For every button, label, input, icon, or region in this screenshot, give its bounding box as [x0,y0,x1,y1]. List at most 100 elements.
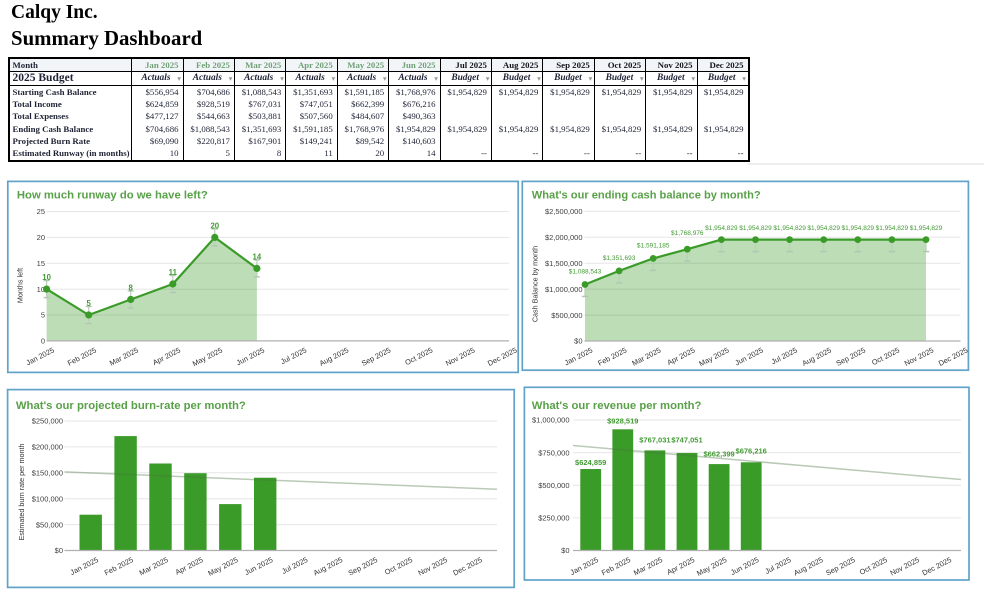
svg-text:25: 25 [37,207,45,216]
svg-text:$928,519: $928,519 [607,417,638,426]
svg-text:$750,000: $750,000 [538,448,569,457]
svg-text:Feb 2025: Feb 2025 [596,346,628,368]
svg-text:$1,954,829: $1,954,829 [876,225,909,232]
svg-text:Mar 2025: Mar 2025 [630,346,662,368]
svg-text:Mar 2025: Mar 2025 [108,345,140,367]
svg-text:$662,399: $662,399 [703,450,734,459]
svg-text:$1,000,000: $1,000,000 [545,285,583,294]
svg-text:Feb 2025: Feb 2025 [600,555,632,577]
svg-text:$1,768,976: $1,768,976 [671,230,704,237]
svg-text:Feb 2025: Feb 2025 [66,345,98,367]
svg-text:What's our projected burn-rate: What's our projected burn-rate per month… [16,400,246,412]
svg-text:Apr 2025: Apr 2025 [151,345,182,367]
svg-text:$0: $0 [561,546,569,555]
svg-text:$1,088,543: $1,088,543 [569,268,602,275]
svg-text:0: 0 [41,337,45,346]
svg-text:10: 10 [37,285,45,294]
svg-text:Dec 2025: Dec 2025 [921,555,953,577]
svg-text:Jun 2025: Jun 2025 [733,346,764,368]
svg-text:Mar 2025: Mar 2025 [138,555,170,577]
svg-text:Jul 2025: Jul 2025 [770,346,799,367]
svg-text:$200,000: $200,000 [32,443,63,452]
svg-text:Sep 2025: Sep 2025 [347,555,379,577]
svg-text:Apr 2025: Apr 2025 [665,555,696,577]
svg-text:Oct 2025: Oct 2025 [383,555,414,577]
svg-text:Apr 2025: Apr 2025 [174,555,205,577]
svg-text:Jan 2025: Jan 2025 [569,555,600,577]
svg-text:$2,500,000: $2,500,000 [545,207,583,216]
svg-text:$1,500,000: $1,500,000 [545,259,583,268]
svg-text:$1,954,829: $1,954,829 [739,225,772,232]
svg-text:Nov 2025: Nov 2025 [417,555,449,577]
svg-text:$1,351,693: $1,351,693 [603,255,636,262]
svg-text:Estimated burn rate per month: Estimated burn rate per month [17,443,26,540]
svg-text:$767,031: $767,031 [639,436,670,445]
svg-text:$500,000: $500,000 [551,311,582,320]
svg-text:May 2025: May 2025 [191,345,224,368]
svg-text:May 2025: May 2025 [697,346,730,369]
svg-text:20: 20 [210,221,219,230]
svg-text:May 2025: May 2025 [206,555,239,578]
svg-text:$2,000,000: $2,000,000 [545,233,583,242]
svg-text:$624,859: $624,859 [575,458,606,467]
svg-text:$1,000,000: $1,000,000 [532,416,570,425]
svg-text:Oct 2025: Oct 2025 [870,346,901,368]
svg-text:Aug 2025: Aug 2025 [318,345,350,367]
svg-text:$1,954,829: $1,954,829 [705,225,738,232]
svg-text:Jun 2025: Jun 2025 [243,555,274,577]
svg-text:Feb 2025: Feb 2025 [103,555,135,577]
svg-text:10: 10 [42,273,51,282]
svg-text:Nov 2025: Nov 2025 [903,346,935,368]
svg-text:Dec 2025: Dec 2025 [486,345,518,367]
svg-text:What's our revenue per month?: What's our revenue per month? [532,400,702,412]
svg-text:$1,954,829: $1,954,829 [773,225,806,232]
svg-text:Jan 2025: Jan 2025 [69,555,100,577]
svg-text:$747,051: $747,051 [671,436,702,445]
svg-text:Jul 2025: Jul 2025 [279,345,308,366]
svg-text:Aug 2025: Aug 2025 [792,555,824,577]
svg-text:Jun 2025: Jun 2025 [235,345,266,367]
svg-text:20: 20 [37,233,45,242]
svg-text:Aug 2025: Aug 2025 [312,555,344,577]
svg-text:$1,954,829: $1,954,829 [807,225,840,232]
svg-text:Jan 2025: Jan 2025 [563,346,594,368]
svg-text:May 2025: May 2025 [695,555,728,578]
svg-text:Oct 2025: Oct 2025 [858,555,889,577]
svg-text:$100,000: $100,000 [32,494,63,503]
svg-text:14: 14 [253,252,262,261]
svg-text:5: 5 [41,311,45,320]
svg-text:$1,954,829: $1,954,829 [842,225,875,232]
svg-text:What's our ending cash balance: What's our ending cash balance by month? [532,190,761,202]
svg-text:$150,000: $150,000 [32,469,63,478]
svg-text:$250,000: $250,000 [538,514,569,523]
svg-text:Oct 2025: Oct 2025 [403,345,434,367]
svg-text:11: 11 [169,268,178,277]
svg-text:Jan 2025: Jan 2025 [25,345,56,367]
svg-text:Nov 2025: Nov 2025 [889,555,921,577]
svg-text:$0: $0 [574,337,582,346]
svg-text:Dec 2025: Dec 2025 [451,555,483,577]
svg-text:Apr 2025: Apr 2025 [666,346,697,368]
svg-text:Months left: Months left [16,268,25,303]
svg-text:8: 8 [129,284,134,293]
svg-text:Mar 2025: Mar 2025 [632,555,664,577]
svg-text:Cash Balance by month: Cash Balance by month [531,246,540,322]
svg-text:15: 15 [37,259,45,268]
svg-text:Sep 2025: Sep 2025 [835,346,867,368]
svg-text:$500,000: $500,000 [538,481,569,490]
svg-text:Jun 2025: Jun 2025 [729,555,760,577]
svg-text:Jul 2025: Jul 2025 [763,555,792,576]
svg-text:How much runway do we have lef: How much runway do we have left? [17,190,208,202]
svg-text:5: 5 [87,299,92,308]
svg-text:$250,000: $250,000 [32,417,63,426]
svg-text:Dec 2025: Dec 2025 [937,346,969,368]
svg-text:Jul 2025: Jul 2025 [280,555,309,576]
svg-text:Sep 2025: Sep 2025 [824,555,856,577]
svg-text:Aug 2025: Aug 2025 [801,346,833,368]
svg-text:Nov 2025: Nov 2025 [444,345,476,367]
svg-text:$676,216: $676,216 [736,446,767,455]
svg-text:Sep 2025: Sep 2025 [360,345,392,367]
svg-text:$1,591,185: $1,591,185 [637,243,670,250]
svg-text:$50,000: $50,000 [36,520,63,529]
svg-text:$1,954,829: $1,954,829 [910,225,943,232]
